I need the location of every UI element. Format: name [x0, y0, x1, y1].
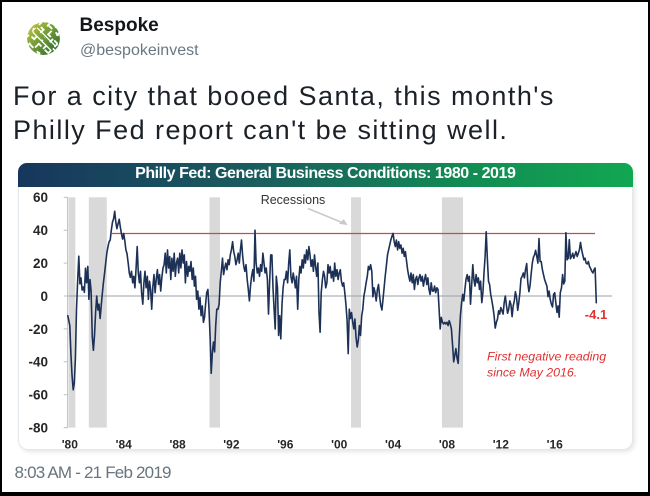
svg-text:Recessions: Recessions: [261, 193, 326, 207]
svg-text:-40: -40: [28, 355, 48, 370]
svg-text:-80: -80: [28, 421, 48, 436]
svg-text:-60: -60: [28, 388, 48, 403]
svg-text:0: 0: [40, 289, 48, 304]
svg-text:'12: '12: [493, 437, 510, 450]
svg-text:since May 2016.: since May 2016.: [487, 366, 577, 380]
svg-text:-20: -20: [28, 322, 48, 337]
svg-text:'08: '08: [439, 437, 456, 450]
svg-text:40: 40: [33, 223, 48, 238]
svg-text:20: 20: [33, 256, 48, 271]
svg-text:'00: '00: [331, 437, 348, 450]
svg-text:First negative reading: First negative reading: [487, 350, 606, 364]
svg-text:'84: '84: [116, 437, 133, 450]
svg-text:'92: '92: [223, 437, 240, 450]
svg-text:'04: '04: [385, 437, 402, 450]
svg-text:'96: '96: [277, 437, 294, 450]
svg-text:60: 60: [33, 190, 48, 205]
svg-text:'16: '16: [547, 437, 564, 450]
svg-text:'88: '88: [169, 437, 186, 450]
svg-text:'80: '80: [62, 437, 79, 450]
svg-text:-4.1: -4.1: [585, 307, 607, 322]
